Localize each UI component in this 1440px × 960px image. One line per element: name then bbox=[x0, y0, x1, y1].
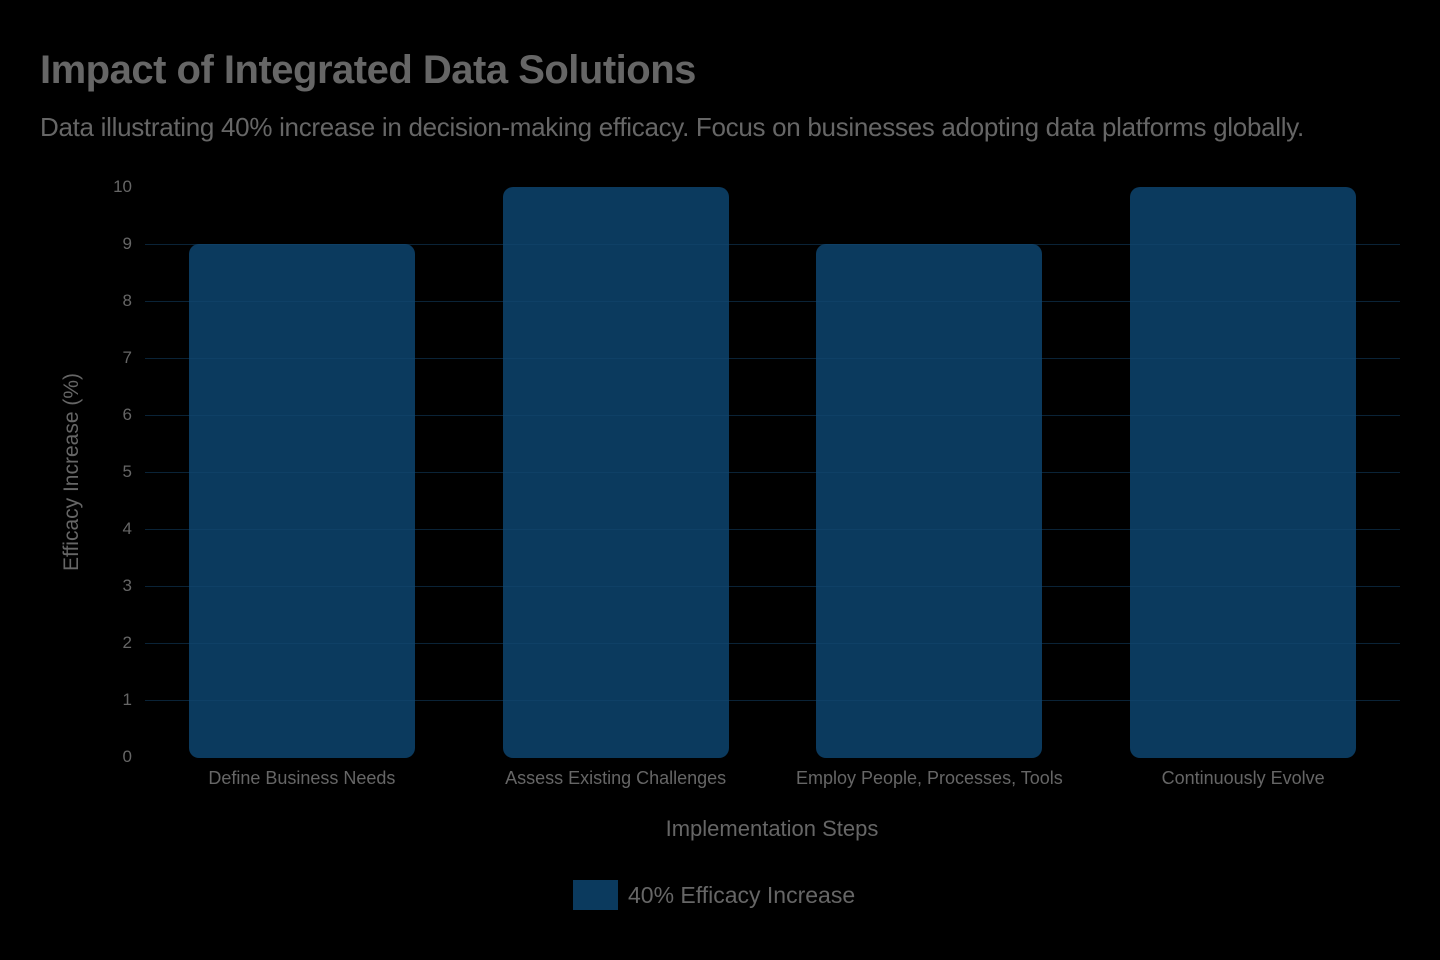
y-tick-label: 6 bbox=[122, 405, 132, 424]
gridline bbox=[145, 472, 1400, 473]
gridline bbox=[145, 358, 1400, 359]
gridline bbox=[145, 700, 1400, 701]
legend: 40% Efficacy Increase bbox=[573, 880, 855, 910]
gridline bbox=[145, 529, 1400, 530]
bar bbox=[188, 244, 415, 758]
gridline bbox=[145, 643, 1400, 644]
chart-subtitle: Data illustrating 40% increase in decisi… bbox=[40, 112, 1304, 142]
y-tick-label: 1 bbox=[122, 690, 132, 709]
gridline bbox=[145, 415, 1400, 416]
y-tick-label: 3 bbox=[122, 576, 132, 595]
y-tick-label: 5 bbox=[122, 462, 132, 481]
y-tick-label: 10 bbox=[113, 177, 132, 196]
gridline bbox=[145, 586, 1400, 587]
x-tick-label: Employ People, Processes, Tools bbox=[795, 768, 1063, 788]
bar bbox=[816, 244, 1043, 758]
x-tick-label: Assess Existing Challenges bbox=[505, 768, 727, 788]
chart-title: Impact of Integrated Data Solutions bbox=[40, 48, 696, 92]
y-tick-label: 9 bbox=[122, 234, 132, 253]
legend-swatch bbox=[573, 880, 618, 910]
y-tick-label: 8 bbox=[122, 291, 132, 310]
gridline bbox=[145, 244, 1400, 245]
y-tick-label: 0 bbox=[122, 747, 132, 766]
y-axis-label: Efficacy Increase (%) bbox=[60, 372, 83, 572]
x-tick-label: Continuously Evolve bbox=[1161, 768, 1325, 788]
x-axis-label: Implementation Steps bbox=[665, 816, 879, 841]
x-tick-label: Define Business Needs bbox=[208, 768, 396, 788]
y-tick-label: 7 bbox=[122, 348, 132, 367]
legend-label: 40% Efficacy Increase bbox=[628, 881, 856, 908]
gridline bbox=[145, 301, 1400, 302]
y-tick-label: 2 bbox=[122, 633, 132, 652]
y-tick-label: 4 bbox=[122, 519, 132, 538]
